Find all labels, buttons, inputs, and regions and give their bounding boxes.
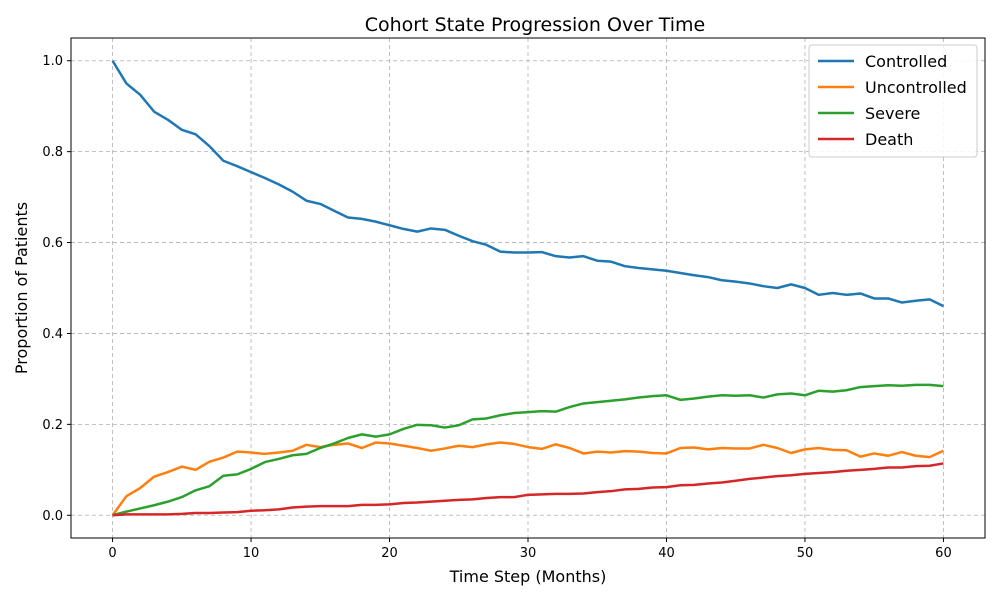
- x-tick-label: 10: [243, 546, 260, 561]
- x-tick-label: 20: [381, 546, 398, 561]
- legend-box: [808, 44, 978, 158]
- x-tick-label: 0: [108, 546, 116, 561]
- x-tick-label: 30: [520, 546, 537, 561]
- legend-label-controlled: Controlled: [865, 52, 947, 71]
- x-axis-title: Time Step (Months): [449, 567, 607, 586]
- y-tick-label: 0.8: [42, 145, 63, 160]
- legend: Controlled Uncontrolled Severe Death: [808, 44, 978, 158]
- grid-lines: [71, 38, 985, 538]
- axis-ticks: 0 10 20 30 40 50 60 0.0 0.2 0.4 0.6 0.8 1.0: [42, 54, 951, 561]
- series-line-uncontrolled: [111, 441, 944, 517]
- y-axis-title: Proportion of Patients: [12, 202, 31, 374]
- series-lines: [111, 60, 945, 517]
- legend-label-death: Death: [865, 130, 913, 149]
- x-tick-label: 60: [935, 546, 952, 561]
- y-tick-label: 0.6: [42, 236, 63, 251]
- y-tick-label: 1.0: [42, 54, 63, 69]
- series-line-death: [112, 462, 944, 517]
- x-tick-label: 40: [658, 546, 675, 561]
- chart-title: Cohort State Progression Over Time: [365, 14, 706, 36]
- series-line-severe: [112, 383, 944, 517]
- x-tick-label: 50: [797, 546, 814, 561]
- y-tick-label: 0.4: [42, 327, 63, 342]
- y-tick-label: 0.2: [42, 418, 63, 433]
- y-tick-label: 0.0: [42, 509, 63, 524]
- legend-label-severe: Severe: [865, 104, 920, 123]
- series-line-controlled: [111, 60, 945, 308]
- legend-label-uncontrolled: Uncontrolled: [865, 78, 967, 97]
